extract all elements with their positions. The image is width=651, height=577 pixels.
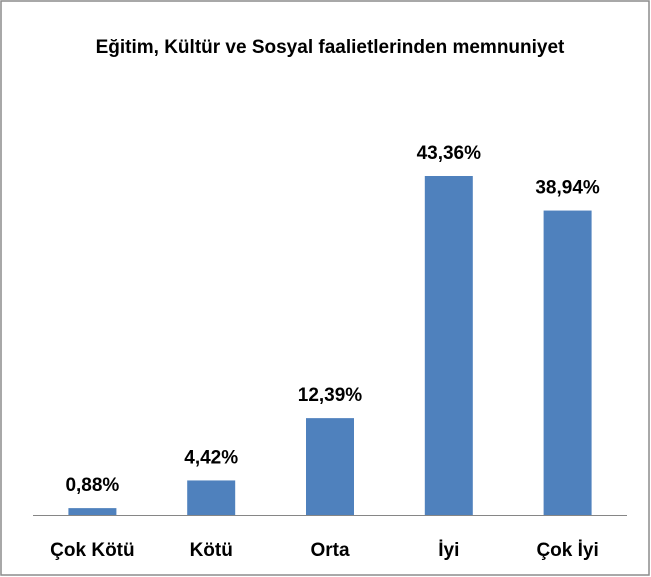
data-label: 4,42% bbox=[184, 447, 238, 468]
bar bbox=[424, 176, 473, 515]
x-tick-label: İyi bbox=[438, 540, 459, 561]
x-tick-label: Çok Kötü bbox=[50, 540, 134, 561]
x-tick-label: Kötü bbox=[190, 540, 233, 561]
bar bbox=[306, 418, 354, 515]
chart-title: Eğitim, Kültür ve Sosyal faalietlerinden… bbox=[95, 37, 565, 58]
x-tick-label: Orta bbox=[310, 540, 350, 561]
bar bbox=[187, 480, 236, 515]
x-tick-label: Çok İyi bbox=[536, 540, 598, 561]
bar bbox=[68, 508, 117, 515]
data-label: 43,36% bbox=[417, 143, 482, 164]
data-label: 12,39% bbox=[298, 385, 363, 406]
bar bbox=[543, 210, 592, 515]
data-label: 0,88% bbox=[65, 475, 119, 496]
data-label: 38,94% bbox=[535, 178, 600, 199]
